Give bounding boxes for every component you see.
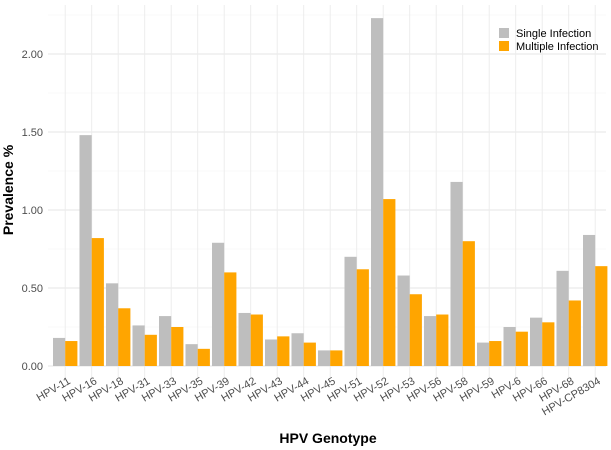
legend-swatch-single xyxy=(499,28,509,38)
bar-single-HPV-16 xyxy=(79,135,92,366)
bar-multiple-HPV-16 xyxy=(91,238,104,366)
bar-multiple-HPV-52 xyxy=(383,199,396,366)
bar-single-HPV-58 xyxy=(450,181,463,366)
bar-single-HPV-18 xyxy=(106,283,119,366)
bar-multiple-HPV-44 xyxy=(303,342,316,366)
legend: Single Infection Multiple Infection xyxy=(499,28,599,53)
bar-single-HPV-33 xyxy=(159,316,172,366)
bar-multiple-HPV-42 xyxy=(250,314,263,366)
bars xyxy=(53,18,608,367)
bar-multiple-HPV-31 xyxy=(144,334,157,366)
y-tick-label: 1.50 xyxy=(22,127,43,139)
x-axis-ticks: HPV-11HPV-16HPV-18HPV-31HPV-33HPV-35HPV-… xyxy=(35,375,603,418)
bar-single-HPV-53 xyxy=(397,275,410,366)
bar-single-HPV-59 xyxy=(477,342,490,366)
bar-single-HPV-52 xyxy=(371,18,384,367)
bar-single-HPV-42 xyxy=(238,312,251,366)
bar-single-HPV-11 xyxy=(53,337,66,366)
y-axis-ticks: 0.00 0.50 1.00 1.50 2.00 xyxy=(22,49,43,373)
bar-single-HPV-66 xyxy=(530,317,543,366)
bar-single-HPV-39 xyxy=(212,242,225,366)
bar-multiple-HPV-43 xyxy=(277,336,290,366)
bar-multiple-HPV-45 xyxy=(330,350,343,366)
bar-single-HPV-35 xyxy=(185,344,198,366)
bar-single-HPV-43 xyxy=(265,339,278,366)
y-axis-title: Prevalence % xyxy=(0,144,16,235)
y-tick-label: 1.00 xyxy=(22,205,43,217)
y-tick-label: 0.50 xyxy=(22,283,43,295)
bar-multiple-HPV-66 xyxy=(542,322,555,366)
bar-multiple-HPV-39 xyxy=(224,272,237,366)
bar-single-HPV-45 xyxy=(318,350,331,366)
bar-multiple-HPV-6 xyxy=(515,331,528,366)
grid-lines xyxy=(48,5,606,378)
legend-label-multiple: Multiple Infection xyxy=(516,41,599,53)
bar-multiple-HPV-53 xyxy=(409,294,422,366)
bar-multiple-HPV-11 xyxy=(65,341,78,366)
bar-multiple-HPV-68 xyxy=(568,300,581,366)
bar-multiple-HPV-35 xyxy=(197,348,210,366)
y-tick-label: 0.00 xyxy=(22,361,43,373)
bar-multiple-HPV-59 xyxy=(489,341,502,366)
legend-swatch-multiple xyxy=(499,41,509,51)
bar-multiple-HPV-CP8304 xyxy=(595,266,608,366)
bar-single-HPV-68 xyxy=(556,270,569,366)
y-tick-label: 2.00 xyxy=(22,49,43,61)
bar-single-HPV-44 xyxy=(291,333,304,366)
legend-label-single: Single Infection xyxy=(516,28,591,40)
bar-single-HPV-CP8304 xyxy=(583,234,596,366)
bar-single-HPV-51 xyxy=(344,256,357,366)
bar-single-HPV-31 xyxy=(132,325,145,366)
x-axis-title: HPV Genotype xyxy=(279,430,376,446)
bar-multiple-HPV-51 xyxy=(356,269,369,366)
bar-multiple-HPV-33 xyxy=(171,327,184,366)
bar-multiple-HPV-56 xyxy=(436,314,449,366)
bar-multiple-HPV-58 xyxy=(462,241,475,366)
bar-single-HPV-6 xyxy=(503,327,516,366)
bar-multiple-HPV-18 xyxy=(118,308,131,366)
bar-single-HPV-56 xyxy=(424,316,437,366)
